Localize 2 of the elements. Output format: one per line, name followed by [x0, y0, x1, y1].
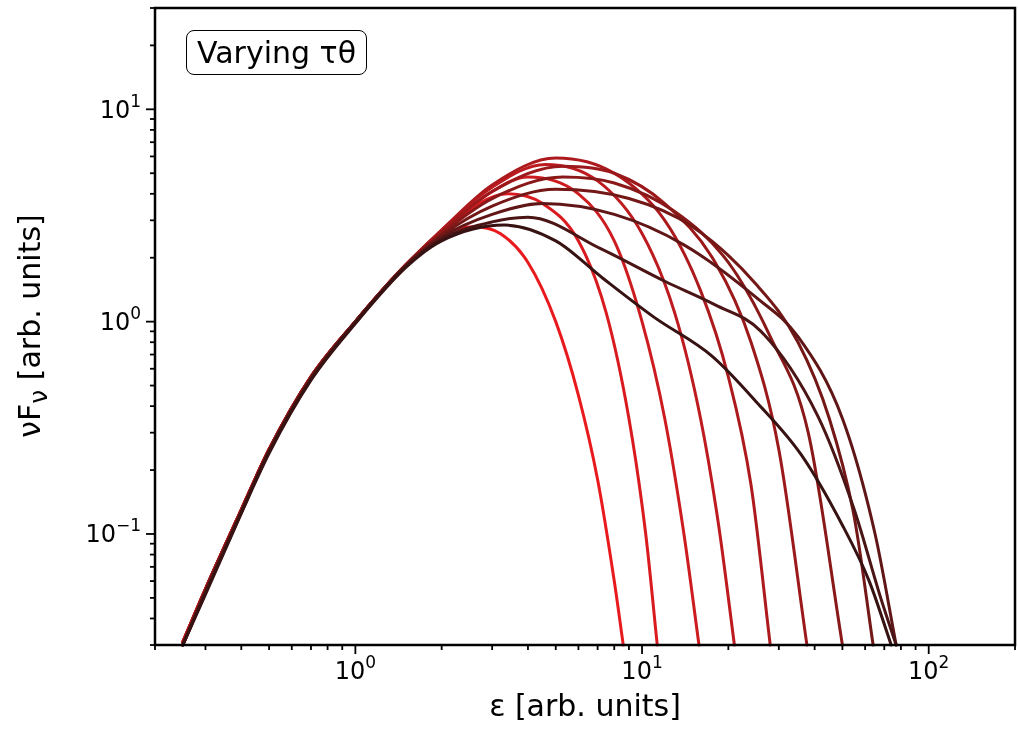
annotation: Varying τθ — [186, 30, 368, 75]
x-axis-title: ε [arb. units] — [488, 688, 682, 723]
